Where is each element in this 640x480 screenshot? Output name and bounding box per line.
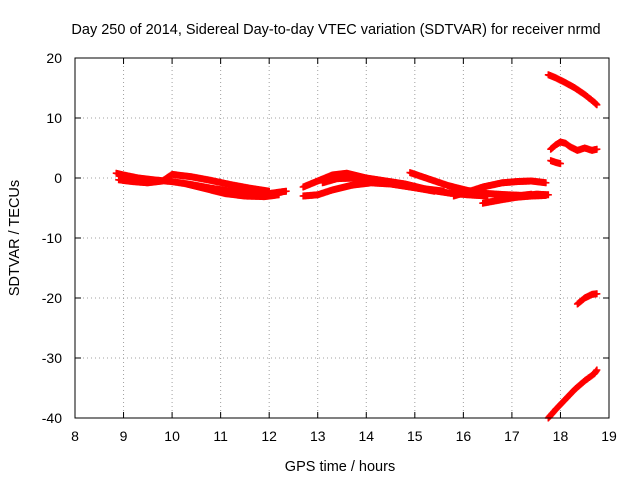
data-point: [593, 290, 601, 298]
x-tick-label: 14: [358, 428, 374, 444]
x-tick-label: 15: [407, 428, 423, 444]
y-tick-label: -10: [42, 230, 62, 246]
data-point: [282, 187, 290, 195]
y-tick-label: 0: [54, 170, 62, 186]
data-point: [544, 191, 552, 199]
data-point: [556, 160, 564, 168]
x-tick-label: 12: [261, 428, 277, 444]
y-tick-label: -20: [42, 290, 62, 306]
x-tick-label: 13: [310, 428, 326, 444]
x-tick-label: 10: [164, 428, 180, 444]
x-axis-label: GPS time / hours: [285, 459, 395, 475]
data-point: [430, 187, 438, 195]
y-tick-label: -30: [42, 350, 62, 366]
x-tick-label: 11: [213, 428, 228, 444]
data-point: [542, 179, 550, 187]
x-tick-label: 16: [456, 428, 472, 444]
x-tick-labels: 8 9 10 11 12 13 14 15 16 17 18 19: [71, 428, 617, 444]
grid: [75, 58, 609, 418]
y-tick-label: 20: [46, 50, 62, 66]
data-points: [112, 71, 601, 422]
chart-title: Day 250 of 2014, Sidereal Day-to-day VTE…: [71, 22, 600, 38]
data-point: [593, 101, 601, 109]
x-tick-label: 19: [601, 428, 617, 444]
y-tick-label: -40: [42, 410, 62, 426]
data-point: [275, 191, 283, 199]
x-tick-label: 9: [120, 428, 128, 444]
data-point: [593, 145, 601, 153]
y-axis-label: SDTVAR / TECUs: [7, 180, 23, 296]
x-tick-label: 8: [71, 428, 79, 444]
y-tick-labels: 20 10 0 -10 -20 -30 -40: [42, 50, 62, 426]
data-point: [593, 366, 601, 374]
axis-ticks: [74, 57, 610, 419]
x-tick-label: 17: [504, 428, 520, 444]
x-tick-label: 18: [553, 428, 569, 444]
y-tick-label: 10: [46, 110, 62, 126]
data-point: [440, 187, 448, 195]
